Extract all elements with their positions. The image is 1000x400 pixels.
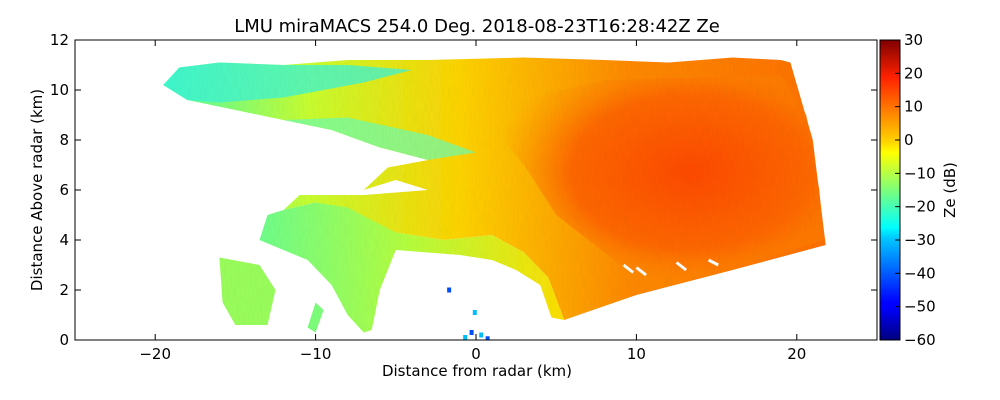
colorbar-tick-label: 20 [904, 64, 923, 82]
echo-speckle-0 [463, 335, 468, 340]
chart-title: LMU miraMACS 254.0 Deg. 2018-08-23T16:28… [234, 16, 720, 37]
colorbar-gradient [879, 39, 901, 341]
colorbar-tick-label: −10 [904, 164, 936, 182]
colorbar-tick-label: −60 [904, 331, 936, 349]
echo-upper-fringe [163, 62, 412, 103]
echo-speckle-1 [469, 330, 474, 335]
colorbar-tick-label: 0 [904, 131, 914, 149]
x-tick-label: −10 [300, 345, 332, 363]
echo-small-streak [307, 302, 324, 333]
echo-left-streak [219, 257, 276, 325]
y-tick-label: 2 [59, 281, 69, 299]
field-layers [163, 57, 826, 340]
colorbar-tick-label: −20 [904, 198, 936, 216]
echo-lower-layer [259, 202, 565, 333]
plot-axes: −20 −10 0 10 20 0 2 4 6 8 10 12 [50, 31, 878, 363]
echo-mid-fringe [283, 117, 476, 160]
x-tick-label: −20 [139, 345, 171, 363]
echo-speckle-2 [479, 332, 484, 338]
echo-speckle-5 [447, 287, 452, 293]
echo-gap-1 [675, 261, 688, 272]
echo-gap-2 [707, 258, 719, 267]
echo-speckle-3 [485, 336, 490, 340]
echo-core [492, 75, 825, 290]
colorbar-ticks: 30 20 10 0 −10 −20 −30 −40 −50 −60 [895, 31, 936, 349]
reflectivity-field [163, 57, 826, 340]
echo-gap-0 [635, 266, 647, 277]
y-tick-label: 8 [59, 131, 69, 149]
y-tick-label: 10 [50, 81, 69, 99]
colorbar-tick-label: 10 [904, 98, 923, 116]
y-tick-label: 12 [50, 31, 69, 49]
x-tick-label: 0 [471, 345, 481, 363]
y-tick-label: 4 [59, 231, 69, 249]
colorbar-tick-label: −50 [904, 298, 936, 316]
colorbar-tick-label: 30 [904, 31, 923, 49]
echo-speckle-4 [472, 310, 477, 315]
colorbar-label: Ze (dB) [941, 162, 959, 218]
x-axis-label: Distance from radar (km) [382, 362, 572, 380]
colorbar-tick-label: −40 [904, 264, 936, 282]
x-tick-label: 10 [627, 345, 646, 363]
echo-gap-3 [622, 263, 635, 274]
colorbar: 30 20 10 0 −10 −20 −30 −40 −50 −60 [879, 31, 936, 349]
y-axis-label: Distance Above radar (km) [28, 89, 46, 291]
colorbar-tick-label: −30 [904, 231, 936, 249]
y-tick-label: 6 [59, 181, 69, 199]
y-tick-label: 0 [59, 331, 69, 349]
x-tick-label: 20 [787, 345, 806, 363]
